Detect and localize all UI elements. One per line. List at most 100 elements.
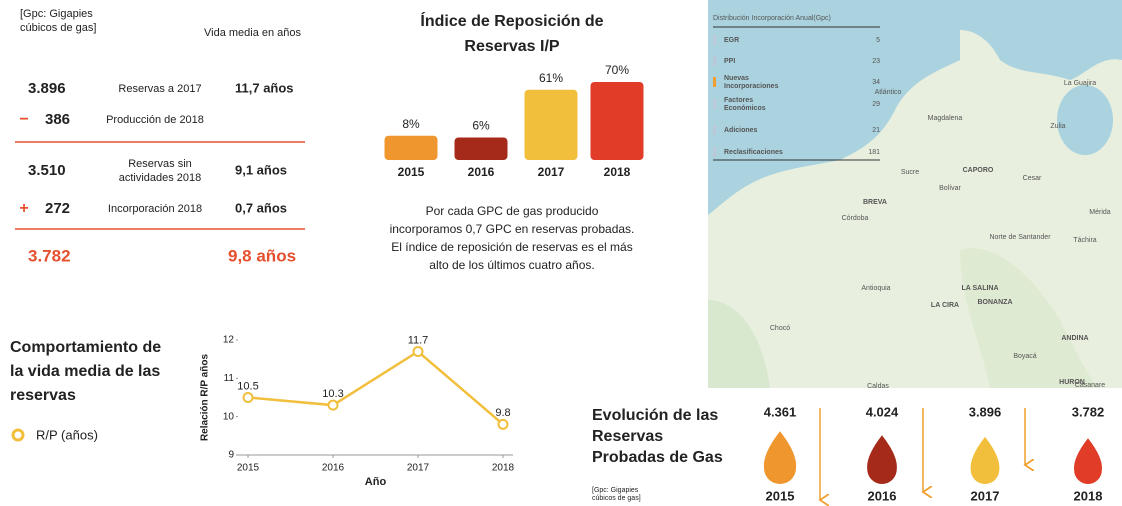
chart-title: Índice de Reposición de [420, 11, 603, 30]
map-legend-label: Incorporaciones [724, 83, 779, 90]
chart-title: Probadas de Gas [592, 449, 723, 466]
bar [454, 137, 508, 160]
map-legend-label: Adiciones [724, 127, 758, 134]
row-years: 11,7 años [235, 80, 294, 95]
map-place: Chocó [770, 325, 790, 332]
chart-title: la vida media de las [10, 363, 160, 380]
row-label: Incorporación 2018 [108, 203, 202, 215]
x-axis-label: Año [365, 476, 387, 488]
row-years: 0,7 años [235, 200, 287, 215]
chart-subtitle: cúbicos de gas] [592, 495, 641, 502]
map-place: Casanare [1075, 382, 1105, 389]
map-place: HURON [1059, 379, 1085, 386]
map-place: BREVA [863, 199, 887, 206]
row-value: 3.510 [28, 162, 66, 179]
y-axis-label: Relación R/P años [200, 354, 211, 442]
map-legend-label: Nuevas [724, 75, 749, 82]
row-label: Reservas a 2017 [118, 83, 201, 95]
row-value: 3.896 [28, 80, 66, 97]
map-place: Norte de Santander [989, 234, 1051, 241]
map-place: Zulia [1050, 123, 1065, 130]
bar [384, 135, 438, 160]
map-region [708, 300, 770, 388]
series-line [247, 349, 504, 426]
drop-value-label: 4.361 [764, 404, 797, 419]
map-place: ANDINA [1061, 335, 1088, 342]
bar-value-label: 8% [402, 117, 420, 131]
x-tick-label: 2016 [322, 463, 345, 474]
legend-marker [11, 428, 25, 442]
map-legend-label: Económicos [724, 105, 766, 112]
drop-year-label: 2017 [971, 488, 1000, 503]
map-legend-value: 5 [876, 37, 880, 44]
row-label: Reservas sin [128, 158, 192, 170]
chart-title: Reservas [592, 428, 663, 445]
drop-value-label: 3.782 [1072, 404, 1105, 419]
chart-title: reservas [10, 387, 76, 404]
map-region [960, 248, 1100, 388]
map: Distribución Incorporación Anual(Gpc) EGR… [708, 0, 1122, 390]
legend-swatch [713, 35, 716, 45]
map-legend-title: Distribución Incorporación Anual(Gpc) [713, 15, 831, 22]
bar [524, 89, 578, 160]
map-legend-value: 21 [872, 127, 880, 134]
point [497, 418, 509, 430]
point-value-label: 10.3 [322, 388, 343, 400]
point-value-label: 10.5 [237, 380, 258, 392]
row-years: 9,8 años [228, 246, 296, 265]
map-place: Atlántico [875, 89, 902, 96]
drop-value-label: 4.024 [866, 404, 899, 419]
map-legend-label: Factores [724, 97, 753, 104]
map-legend-value: 29 [872, 101, 880, 108]
legend-label: R/P (años) [36, 427, 98, 442]
map-place: Mérida [1089, 209, 1111, 216]
map-lake [1057, 85, 1113, 155]
point [242, 392, 254, 403]
map-place: BONANZA [978, 299, 1013, 306]
chart-title: Reservas I/P [464, 38, 560, 55]
map-legend-value: 181 [868, 149, 880, 156]
x-tick-label: 2017 [538, 165, 565, 179]
map-place: CAPORO [963, 167, 994, 174]
map-sea [708, 0, 960, 215]
row-value: 386 [45, 111, 70, 128]
map-legend-label: Reclasificaciones [724, 149, 783, 156]
drop-year-label: 2016 [868, 488, 897, 503]
row-value: 3.782 [28, 246, 71, 265]
x-tick-label: 2018 [604, 165, 631, 179]
bar [590, 82, 644, 160]
drop-year-label: 2018 [1074, 488, 1103, 503]
legend-swatch [713, 147, 716, 157]
map-legend-label: EGR [724, 37, 739, 44]
map-place: Antioquia [861, 285, 890, 292]
bar-value-label: 61% [539, 71, 563, 85]
row-label: actividades 2018 [119, 172, 202, 184]
legend-swatch [713, 125, 716, 135]
row-label: Producción de 2018 [106, 114, 204, 126]
bar-value-label: 70% [605, 63, 629, 77]
y-tick-label: 11 [224, 373, 235, 384]
point [327, 399, 339, 411]
map-place: Córdoba [842, 215, 869, 222]
legend-swatch [713, 77, 716, 87]
x-tick-label: 2017 [407, 463, 430, 474]
map-place: LA SALINA [961, 285, 998, 292]
caption: alto de los últimos cuatro años. [429, 258, 594, 272]
row-sign: − [19, 111, 28, 128]
point-value-label: 9.8 [495, 407, 510, 419]
map-place: Magdalena [928, 115, 963, 122]
map-legend-label: PPI [724, 58, 735, 65]
drop [970, 436, 1000, 484]
drop [1074, 438, 1102, 485]
caption: incorporamos 0,7 GPC en reservas probada… [390, 222, 635, 236]
map-place: Caldas [867, 383, 889, 390]
row-value: 272 [45, 200, 70, 217]
drop-value-label: 3.896 [969, 404, 1002, 419]
caption: El índice de reposición de reservas es e… [391, 240, 632, 254]
bar-value-label: 6% [472, 119, 490, 133]
row-years: 9,1 años [235, 162, 287, 177]
map-sea [960, 0, 1122, 80]
map-place: Cesar [1023, 175, 1042, 182]
map-place: Boyacá [1013, 353, 1036, 360]
map-legend-value: 23 [872, 58, 880, 65]
